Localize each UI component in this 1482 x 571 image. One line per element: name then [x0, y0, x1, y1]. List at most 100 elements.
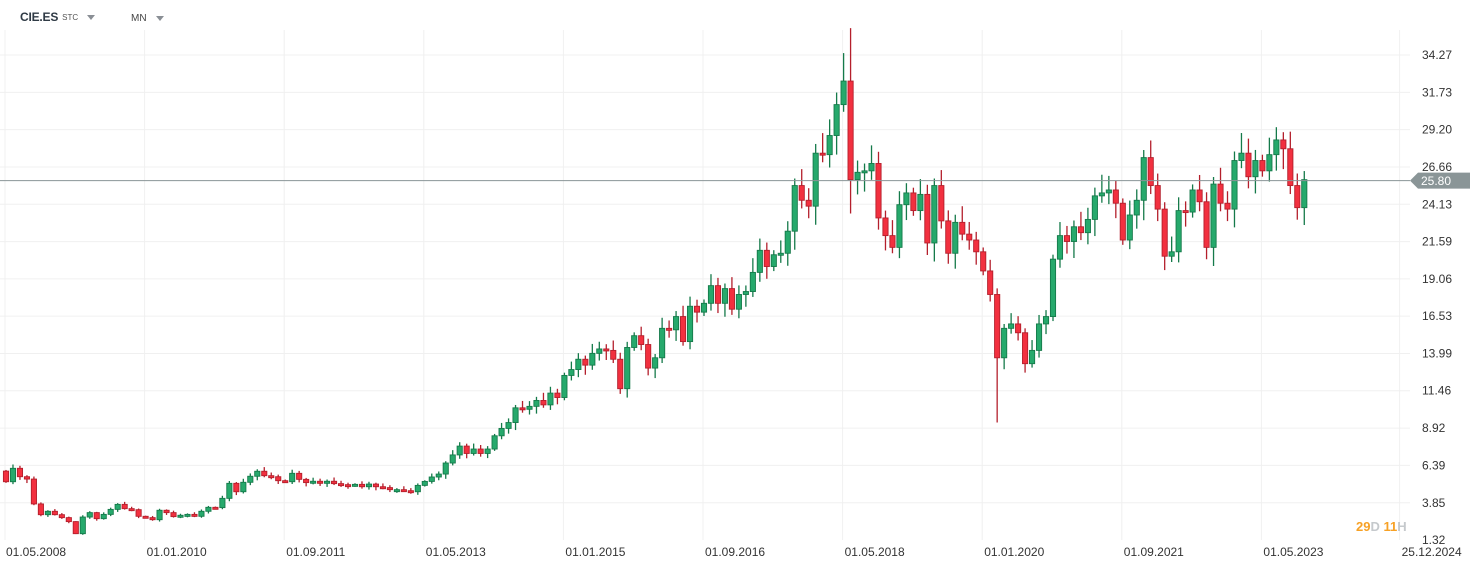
- candle[interactable]: [191, 512, 198, 518]
- candle[interactable]: [477, 444, 484, 457]
- candle[interactable]: [275, 474, 282, 484]
- candle[interactable]: [575, 353, 582, 378]
- candle[interactable]: [645, 338, 652, 376]
- candle[interactable]: [1210, 177, 1217, 267]
- candle[interactable]: [980, 247, 987, 276]
- candle[interactable]: [1119, 198, 1126, 245]
- candle[interactable]: [994, 288, 1001, 423]
- candle[interactable]: [1015, 316, 1022, 341]
- candle[interactable]: [1112, 180, 1119, 219]
- candle[interactable]: [526, 401, 533, 415]
- candle[interactable]: [1245, 138, 1252, 189]
- candle[interactable]: [987, 259, 994, 302]
- candle[interactable]: [240, 478, 247, 494]
- candle[interactable]: [938, 170, 945, 229]
- candle[interactable]: [617, 352, 624, 394]
- candle[interactable]: [72, 521, 79, 535]
- candle[interactable]: [931, 178, 938, 262]
- candle[interactable]: [680, 305, 687, 346]
- candle[interactable]: [365, 481, 373, 490]
- candle[interactable]: [910, 187, 917, 216]
- candle[interactable]: [1294, 173, 1301, 220]
- candle[interactable]: [30, 476, 37, 506]
- candle[interactable]: [142, 515, 149, 519]
- candle[interactable]: [470, 443, 477, 456]
- candle[interactable]: [1175, 197, 1182, 263]
- candle[interactable]: [666, 320, 673, 338]
- candle[interactable]: [1008, 313, 1015, 334]
- candle[interactable]: [205, 505, 212, 514]
- candle[interactable]: [407, 488, 414, 494]
- candle[interactable]: [861, 163, 868, 192]
- candle[interactable]: [37, 502, 44, 517]
- candle[interactable]: [568, 361, 575, 381]
- candle[interactable]: [121, 501, 128, 510]
- candle[interactable]: [351, 483, 359, 487]
- candle[interactable]: [372, 482, 379, 491]
- candle[interactable]: [1238, 133, 1245, 169]
- candle[interactable]: [1140, 150, 1147, 221]
- candle[interactable]: [1231, 151, 1238, 228]
- timeframe-selector[interactable]: MN: [131, 13, 164, 24]
- candle[interactable]: [533, 396, 540, 414]
- candle[interactable]: [44, 510, 51, 517]
- candle[interactable]: [1280, 132, 1287, 170]
- candle[interactable]: [847, 28, 854, 214]
- candle[interactable]: [65, 516, 72, 524]
- candle[interactable]: [791, 178, 798, 250]
- candle[interactable]: [798, 169, 805, 209]
- candle[interactable]: [449, 450, 456, 466]
- candle[interactable]: [379, 483, 386, 490]
- candle[interactable]: [331, 477, 338, 486]
- candle[interactable]: [337, 480, 345, 487]
- candle[interactable]: [1126, 200, 1133, 250]
- candle[interactable]: [358, 481, 366, 489]
- candle[interactable]: [149, 515, 156, 521]
- candle[interactable]: [812, 143, 819, 225]
- candle[interactable]: [966, 221, 973, 250]
- candle[interactable]: [135, 508, 142, 519]
- candle[interactable]: [1287, 131, 1294, 195]
- candle[interactable]: [596, 341, 603, 361]
- symbol-selector[interactable]: CIE.ES STC: [20, 10, 96, 24]
- candle[interactable]: [631, 332, 638, 351]
- candle[interactable]: [400, 486, 407, 493]
- candle[interactable]: [952, 214, 959, 269]
- candle[interactable]: [854, 160, 861, 195]
- candle[interactable]: [463, 443, 470, 459]
- candle[interactable]: [484, 446, 491, 459]
- candle[interactable]: [540, 392, 547, 408]
- candle[interactable]: [114, 503, 121, 512]
- candle[interactable]: [763, 242, 770, 279]
- candle[interactable]: [1182, 201, 1189, 227]
- candle[interactable]: [156, 508, 163, 522]
- candle[interactable]: [386, 485, 393, 493]
- candle[interactable]: [1029, 340, 1036, 368]
- candle[interactable]: [917, 179, 924, 221]
- candle[interactable]: [324, 479, 331, 487]
- candle[interactable]: [1063, 225, 1071, 254]
- candle[interactable]: [9, 464, 17, 485]
- candle[interactable]: [23, 475, 30, 484]
- candle[interactable]: [624, 341, 631, 398]
- candle[interactable]: [1133, 189, 1140, 229]
- candle[interactable]: [2, 469, 10, 483]
- candle[interactable]: [1098, 174, 1105, 203]
- candle[interactable]: [924, 184, 931, 256]
- candle[interactable]: [212, 506, 219, 510]
- candle[interactable]: [1224, 191, 1231, 222]
- candle[interactable]: [1070, 220, 1077, 258]
- candle[interactable]: [749, 258, 756, 297]
- candle[interactable]: [512, 404, 519, 431]
- candle[interactable]: [833, 92, 840, 155]
- candle[interactable]: [442, 461, 449, 479]
- candle[interactable]: [128, 506, 135, 512]
- candle[interactable]: [1091, 187, 1098, 237]
- candle[interactable]: [805, 188, 812, 219]
- candle[interactable]: [428, 473, 435, 484]
- candle[interactable]: [261, 467, 268, 478]
- candle[interactable]: [170, 510, 177, 518]
- candle[interactable]: [1042, 310, 1050, 335]
- candle[interactable]: [421, 480, 428, 487]
